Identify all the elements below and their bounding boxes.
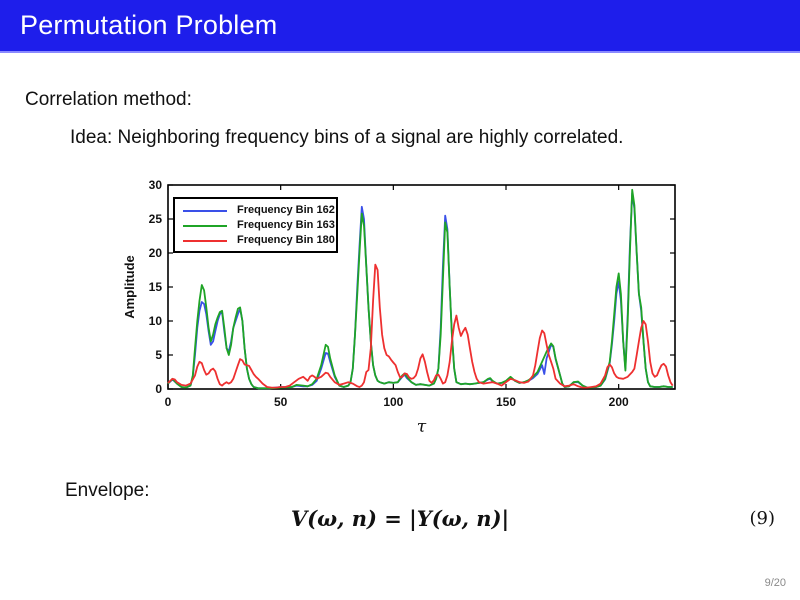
- x-tick-label: 0: [165, 395, 172, 409]
- envelope-label: Envelope:: [65, 480, 150, 501]
- idea-text: Idea: Neighboring frequency bins of a si…: [70, 127, 624, 148]
- chart-legend: Frequency Bin 162 Frequency Bin 163 Freq…: [173, 197, 338, 253]
- equation-row: V(ω, n) = |Y(ω, n)| (9): [0, 506, 800, 540]
- page-number: 9/20: [764, 577, 786, 589]
- y-tick-label: 0: [155, 382, 162, 396]
- legend-label: Frequency Bin 163: [237, 219, 335, 231]
- legend-item-bin-163: Frequency Bin 163: [178, 218, 335, 233]
- slide-title: Permutation Problem: [20, 10, 278, 40]
- series-line-1: [167, 188, 673, 390]
- correlation-method-label: Correlation method:: [25, 89, 192, 110]
- y-tick-label: 5: [155, 348, 162, 362]
- legend-label: Frequency Bin 180: [237, 234, 335, 246]
- x-tick-label: 150: [496, 395, 516, 409]
- legend-line-sample-green: [183, 224, 227, 227]
- y-axis-label: Amplitude: [122, 255, 137, 319]
- x-tick-label: 200: [609, 395, 629, 409]
- y-tick-label: 10: [149, 314, 163, 328]
- y-tick-label: 15: [149, 280, 163, 294]
- legend-line-sample-red: [183, 239, 227, 242]
- legend-item-bin-162: Frequency Bin 162: [178, 203, 335, 218]
- legend-label: Frequency Bin 162: [237, 204, 335, 216]
- legend-item-bin-180: Frequency Bin 180: [178, 233, 335, 248]
- equation-number: (9): [749, 508, 776, 529]
- x-tick-label: 100: [383, 395, 403, 409]
- y-tick-label: 25: [149, 212, 163, 226]
- x-axis-label: τ: [417, 417, 427, 432]
- legend-line-sample-blue: [183, 209, 227, 212]
- slide-title-bar: Permutation Problem: [0, 0, 800, 53]
- series-line-2: [167, 263, 674, 389]
- y-tick-label: 30: [149, 178, 163, 192]
- y-tick-label: 20: [149, 246, 163, 260]
- x-tick-label: 50: [274, 395, 288, 409]
- envelope-equation: V(ω, n) = |Y(ω, n)|: [290, 506, 510, 531]
